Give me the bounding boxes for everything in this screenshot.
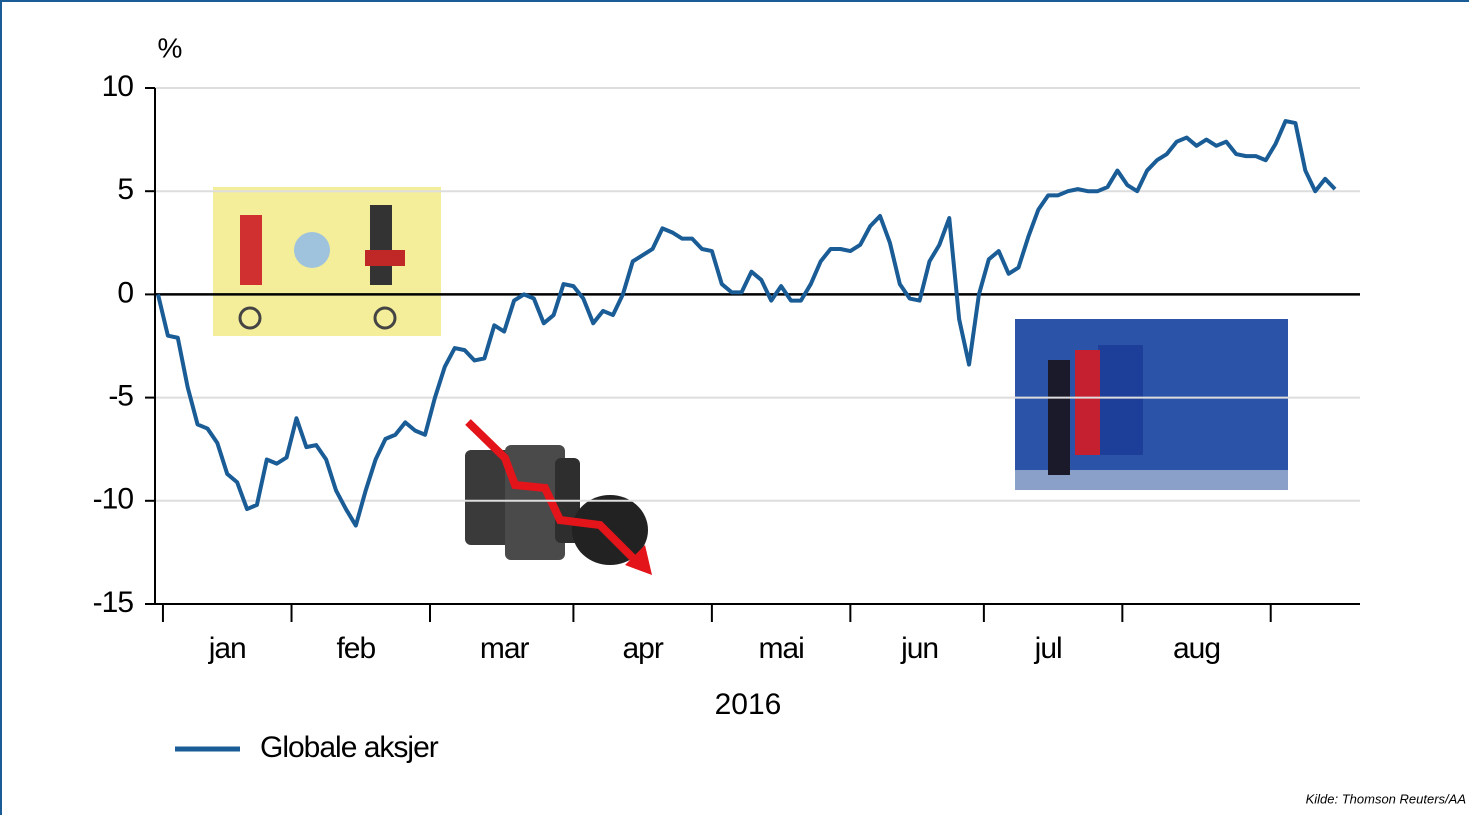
- data-line: [156, 119, 1337, 528]
- x-tick-label: feb: [336, 632, 375, 665]
- oil-image: [441, 419, 655, 575]
- y-tick-label: 0: [117, 276, 133, 309]
- x-tick-label: jul: [1034, 632, 1062, 665]
- x-tick-label: jan: [208, 632, 246, 665]
- y-tick-label: -5: [108, 380, 133, 413]
- x-tick-label: jun: [900, 632, 938, 665]
- source: Kilde: Thomson Reuters/AA: [1306, 791, 1466, 806]
- legend-label: Globale aksjer: [260, 731, 439, 764]
- flag-image: [1015, 319, 1288, 490]
- y-tick-label: 5: [117, 173, 133, 206]
- x-tick-label: aug: [1173, 632, 1220, 665]
- x-tick-label: mai: [758, 632, 803, 665]
- x-tick-label: mar: [480, 632, 530, 665]
- x-axis-label: 2016: [715, 688, 782, 721]
- y-axis-label: %: [158, 32, 183, 63]
- y-tick-label: 10: [102, 70, 134, 103]
- cartoon-image: [213, 187, 441, 336]
- y-tick-label: -15: [93, 586, 134, 619]
- y-tick-label: -10: [93, 483, 134, 516]
- x-tick-label: apr: [622, 632, 663, 665]
